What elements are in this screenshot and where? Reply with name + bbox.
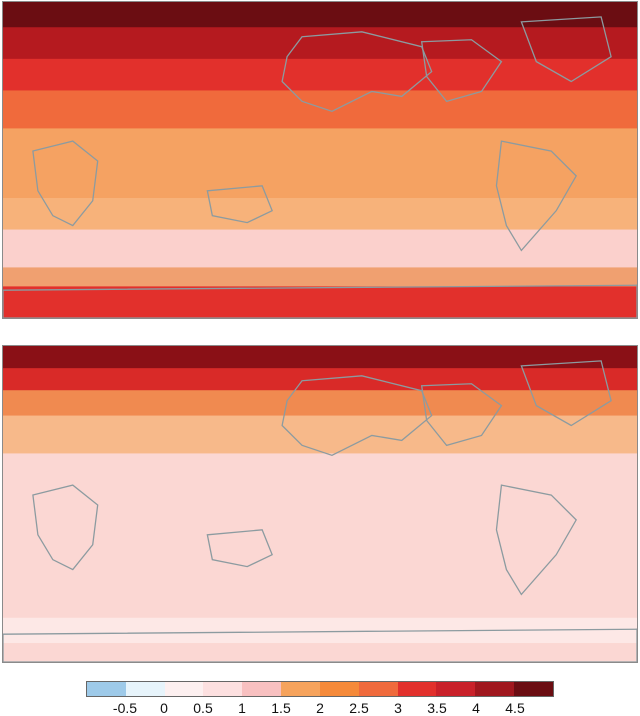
- coastline: [206, 529, 273, 568]
- colorbar-swatch: [164, 682, 204, 696]
- colorbar-swatch: [475, 682, 515, 696]
- map-band: [3, 2, 637, 28]
- colorbar-ticks: -0.5 0 0.5 1 1.5 2 2.5 3 3.5 4 4.5: [86, 700, 554, 716]
- colorbar-tick-label: 4.5: [505, 700, 525, 716]
- colorbar-swatch: [203, 682, 243, 696]
- colorbar-tick-label: 2: [316, 700, 324, 716]
- map-band: [3, 643, 637, 662]
- map-panel-bottom: [2, 345, 638, 663]
- coastline: [32, 140, 99, 227]
- colorbar-swatch: [319, 682, 359, 696]
- colorbar-tick-label: 1: [238, 700, 246, 716]
- map-band: [3, 58, 637, 92]
- colorbar-tick-label: 4: [472, 700, 480, 716]
- colorbar-tick-label: -0.5: [112, 700, 138, 716]
- colorbar-swatch: [514, 682, 553, 696]
- coastline: [420, 39, 503, 103]
- colorbar-tick-label: 3: [394, 700, 402, 716]
- colorbar-tick-label: 0: [160, 700, 168, 716]
- map-band: [3, 90, 637, 129]
- coastline: [206, 185, 273, 224]
- map-band: [3, 286, 637, 318]
- coastline: [520, 16, 612, 83]
- map-band: [3, 267, 637, 287]
- colorbar-tick-label: 2.5: [349, 700, 369, 716]
- coastline: [495, 140, 577, 252]
- coastline: [281, 31, 433, 113]
- map-band: [3, 229, 637, 269]
- map-band: [3, 128, 637, 199]
- colorbar-swatch: [397, 682, 437, 696]
- map-bottom-svg: [3, 346, 637, 662]
- colorbar-swatch: [358, 682, 398, 696]
- colorbar-swatch: [281, 682, 320, 696]
- map-top-svg: [3, 2, 637, 318]
- map-band: [3, 346, 637, 369]
- map-band: [3, 27, 637, 60]
- map-band: [3, 415, 637, 455]
- colorbar-swatch: [242, 682, 282, 696]
- coastline: [420, 383, 503, 447]
- coastline: [3, 628, 637, 662]
- map-band: [3, 197, 637, 231]
- colorbar: [86, 681, 554, 697]
- colorbar-tick-label: 0.5: [193, 700, 213, 716]
- coastline: [32, 484, 99, 571]
- colorbar-swatch: [87, 682, 126, 696]
- map-panel-top: [2, 1, 638, 319]
- colorbar-tick-label: 1.5: [271, 700, 291, 716]
- map-band: [3, 617, 637, 644]
- coastline: [281, 375, 433, 457]
- coastline: [520, 360, 612, 427]
- coastline: [3, 284, 637, 318]
- colorbar-swatch: [125, 682, 165, 696]
- map-band: [3, 390, 637, 417]
- colorbar-tick-label: 3.5: [427, 700, 447, 716]
- coastline: [495, 484, 577, 596]
- colorbar-swatch: [436, 682, 476, 696]
- map-band: [3, 453, 637, 619]
